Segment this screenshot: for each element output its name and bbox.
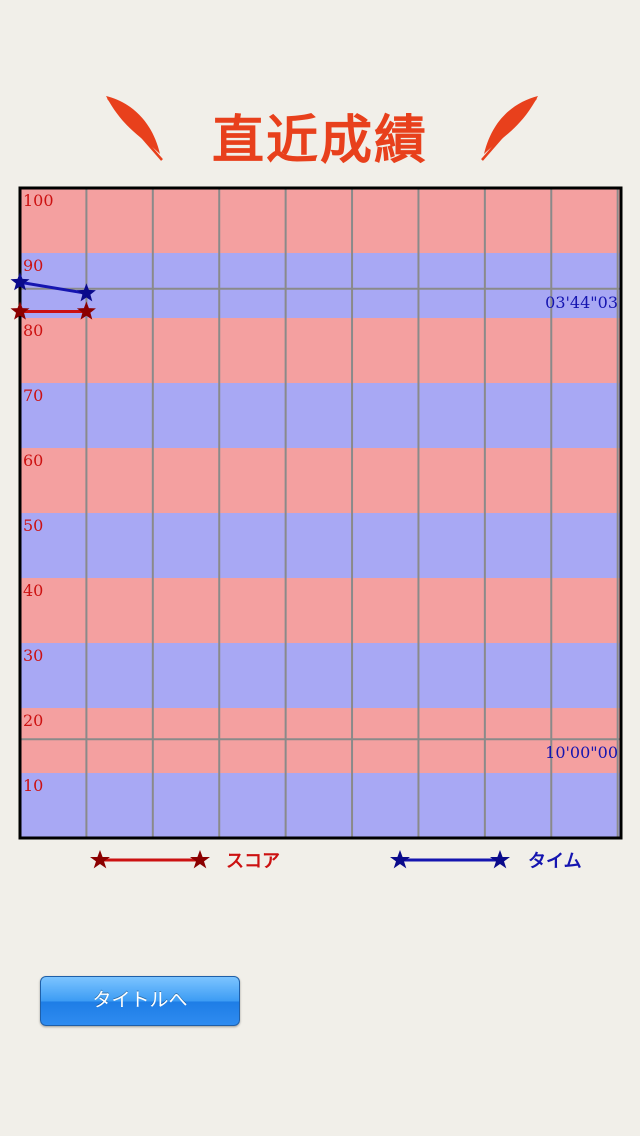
- background-stripe: [20, 513, 621, 578]
- page-title: 直近成績: [211, 111, 428, 171]
- back-to-title-button[interactable]: タイトルへ: [40, 976, 240, 1026]
- y-tick-label: 70: [23, 386, 43, 405]
- time-tick-label: 03'44"03: [545, 293, 618, 312]
- time-point: [10, 272, 30, 291]
- y-tick-label: 10: [23, 776, 43, 795]
- y-tick-label: 30: [23, 646, 43, 665]
- y-tick-label: 40: [23, 581, 43, 600]
- header: 直近成績: [0, 92, 640, 172]
- score-time-chart: 10 20 30 40 50 60 70 80 90 100 03'44"03 10'00"00: [10, 186, 623, 840]
- y-tick-label: 80: [23, 321, 43, 340]
- background-stripe: [20, 448, 621, 513]
- time-point: [76, 283, 96, 302]
- feather-icon: [481, 96, 538, 161]
- y-tick-label: 90: [23, 256, 43, 275]
- background-stripe: [20, 708, 621, 773]
- legend-score-label: スコア: [226, 851, 280, 872]
- score-point: [76, 301, 96, 320]
- legend-score: スコア: [88, 846, 308, 874]
- background-stripe: [20, 318, 621, 383]
- y-tick-label: 100: [23, 191, 54, 210]
- y-tick-label: 50: [23, 516, 43, 535]
- y-tick-label: 20: [23, 711, 43, 730]
- legend-time: タイム: [388, 846, 608, 874]
- background-stripe: [20, 253, 621, 318]
- score-point: [10, 301, 30, 320]
- plot-border: [18, 186, 623, 840]
- background-stripe: [20, 188, 621, 253]
- background-stripe: [20, 643, 621, 708]
- feather-icon: [106, 96, 163, 161]
- time-series-line: [19, 280, 87, 295]
- score-legend-line-icon: [90, 850, 210, 869]
- background-stripe: [20, 383, 621, 448]
- time-tick-label: 10'00"00: [545, 743, 618, 762]
- background-stripe: [20, 773, 621, 838]
- legend-time-label: タイム: [528, 851, 582, 872]
- background-stripe: [20, 578, 621, 643]
- y-tick-label: 60: [23, 451, 43, 470]
- time-legend-line-icon: [390, 850, 510, 869]
